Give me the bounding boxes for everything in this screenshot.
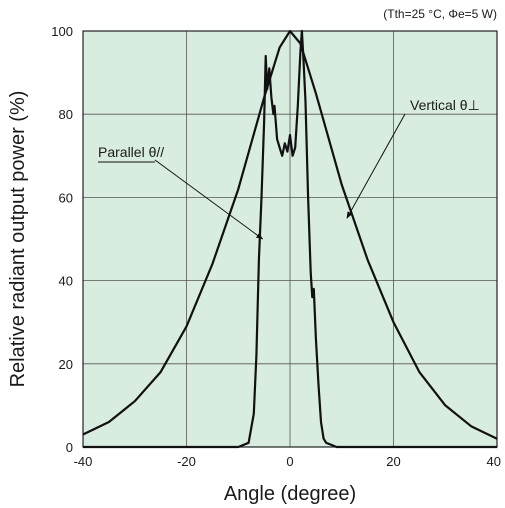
y-tick-label: 0 [66,440,73,455]
x-tick-label: 40 [487,454,501,469]
series-line-parallel [83,29,497,449]
x-tick-label: 20 [386,454,400,469]
x-tick-label: 0 [286,454,293,469]
y-tick-label: 80 [59,107,73,122]
x-tick-label: -20 [177,454,196,469]
y-tick-label: 60 [59,190,73,205]
annotations: Parallel θ// Vertical θ⊥ [98,97,480,240]
series-layer [82,29,498,449]
x-axis-title: Angle (degree) [224,483,356,505]
y-axis-title: Relative radiant output power (%) [7,91,29,388]
test-conditions-label: (Tth=25 °C, Φe=5 W) [383,7,497,21]
annotation-leader-parallel [154,159,264,240]
tick-labels: -40 -20 0 20 40 0 20 40 60 80 100 [51,24,501,469]
y-tick-label: 100 [51,24,73,39]
x-tick-label: -40 [74,454,93,469]
y-tick-label: 20 [59,357,73,372]
annotation-label-parallel: Parallel θ// [98,144,164,160]
series-line-vertical [82,29,498,440]
annotation-label-vertical: Vertical θ⊥ [410,97,480,113]
annotation-leader-vertical [346,113,406,219]
y-tick-label: 40 [59,274,73,289]
